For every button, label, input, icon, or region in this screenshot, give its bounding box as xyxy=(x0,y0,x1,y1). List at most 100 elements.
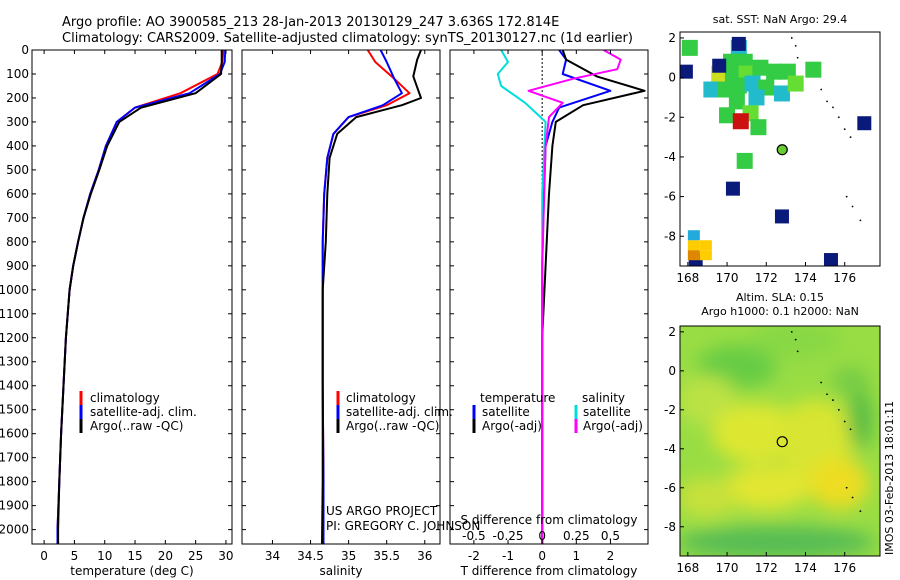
legend-label-t-satellite: satellite xyxy=(482,405,530,419)
x-tick-label: 1 xyxy=(572,549,580,563)
sla-blob xyxy=(775,399,856,480)
y-tick-label: 800 xyxy=(6,235,29,249)
sla-map-title-1: Altim. SLA: 0.15 xyxy=(736,291,824,304)
temperature-axes: 0100200300400500600700800900100011001200… xyxy=(0,43,234,563)
island-mark xyxy=(832,399,834,401)
series-line-1 xyxy=(321,50,403,544)
y-tick-label: -6 xyxy=(664,190,676,204)
island-mark xyxy=(794,338,797,341)
argo-position-marker xyxy=(776,144,788,156)
timestamp: IMOS 03-Feb-2013 18:01:11 xyxy=(883,401,896,555)
island-mark xyxy=(859,510,862,513)
sst-cell xyxy=(736,152,753,169)
series-line-0 xyxy=(321,50,411,544)
project-name: US ARGO PROJECT xyxy=(326,504,438,518)
sst-cell-dark xyxy=(680,64,693,79)
x-tick-label: 0 xyxy=(538,549,546,563)
header-line-2: Climatology: CARS2009. Satellite-adjuste… xyxy=(62,31,633,46)
sst-cell-dark xyxy=(823,253,838,266)
y-tick-label: 1200 xyxy=(0,331,29,345)
temperature-xlabel: temperature (deg C) xyxy=(70,564,193,578)
argo-position-marker xyxy=(776,436,788,448)
y-tick-label: -8 xyxy=(664,229,676,243)
sla-blob xyxy=(680,477,738,518)
series-line-2 xyxy=(496,50,547,544)
legend-label-satellite: satellite-adj. clim. xyxy=(346,405,453,419)
series-line-1 xyxy=(56,50,227,544)
y-tick-label: 1000 xyxy=(0,283,29,297)
series-line-3 xyxy=(527,50,622,544)
salinity-xlabel: salinity xyxy=(319,564,362,578)
legend-label-climatology: climatology xyxy=(90,391,160,405)
island-mark xyxy=(845,195,848,198)
sst-cells xyxy=(680,36,872,266)
y-tick-label: 0 xyxy=(668,71,676,85)
y-tick-label: 2000 xyxy=(0,523,29,537)
sst-cell-dark xyxy=(774,209,789,224)
sst-cell-dark xyxy=(712,58,727,73)
x-tick-label: 0 xyxy=(40,549,48,563)
island-mark xyxy=(859,219,862,222)
series-line-1 xyxy=(541,50,646,544)
x-tick-label: 35.5 xyxy=(373,549,400,563)
legend-label-s-argo: Argo(-adj) xyxy=(583,419,643,433)
sst-cell xyxy=(750,119,767,136)
island-mark xyxy=(790,330,793,333)
y-tick-label: 1700 xyxy=(0,451,29,465)
sst-corner-cell xyxy=(687,250,700,261)
sst-cell-dark xyxy=(725,181,740,196)
sst-corner-cell xyxy=(687,240,700,251)
y-tick-label: 400 xyxy=(6,139,29,153)
x-tick-label: 36 xyxy=(417,549,432,563)
island-mark xyxy=(796,56,799,59)
island-mark xyxy=(832,106,834,109)
s-tick-label: -0.25 xyxy=(493,529,524,543)
island-mark xyxy=(843,128,846,131)
legend-label-t-argo: Argo(-adj) xyxy=(482,419,542,433)
x-tick-label: 5 xyxy=(71,549,79,563)
x-tick-label: 25 xyxy=(188,549,203,563)
header-line-1: Argo profile: AO 3900585_213 28-Jan-2013… xyxy=(62,15,559,30)
x-tick-label: 170 xyxy=(716,271,739,285)
legend-label-argo: Argo(..raw -QC) xyxy=(90,419,183,433)
y-tick-label: 100 xyxy=(6,67,29,81)
y-tick-label: -2 xyxy=(664,403,676,417)
island-mark xyxy=(851,496,854,499)
difference-xlabel-top: S difference from climatology xyxy=(461,513,638,527)
x-tick-label: 174 xyxy=(794,561,817,575)
island-mark xyxy=(849,428,852,431)
x-tick-label: 172 xyxy=(755,271,778,285)
sla-blob xyxy=(848,389,873,450)
series-line-2 xyxy=(57,50,223,544)
sst-cell xyxy=(681,39,698,56)
difference-panel xyxy=(496,50,646,544)
sst-map-title: sat. SST: NaN Argo: 29.4 xyxy=(713,13,847,26)
x-tick-label: 176 xyxy=(833,271,856,285)
x-tick-label: 168 xyxy=(676,561,699,575)
y-tick-label: 700 xyxy=(6,211,29,225)
sst-cell xyxy=(703,81,720,98)
island-mark xyxy=(826,100,828,103)
island-mark xyxy=(790,37,793,39)
difference-legend: temperature salinity satellite Argo(-adj… xyxy=(472,391,643,433)
sla-field xyxy=(680,326,880,556)
sst-cell xyxy=(732,113,749,130)
sla-blob xyxy=(750,326,841,360)
sla-blob xyxy=(830,366,871,395)
salinity-legend: climatology satellite-adj. clim. Argo(..… xyxy=(336,391,453,433)
y-tick-label: 1400 xyxy=(0,379,29,393)
y-tick-label: -6 xyxy=(664,481,676,495)
island-mark xyxy=(849,136,852,139)
island-mark xyxy=(845,486,848,489)
sla-blob xyxy=(680,375,738,426)
legend-label-climatology: climatology xyxy=(346,391,416,405)
series-line-0 xyxy=(541,50,612,544)
difference-axes: -2 -1 0 1 2 -0.5 -0.25 0 0.25 0.5 xyxy=(449,49,649,563)
legend-title-temperature: temperature xyxy=(480,391,555,405)
sst-cell-dark xyxy=(731,36,746,51)
island-mark xyxy=(794,44,797,47)
y-tick-label: 1100 xyxy=(0,307,29,321)
sla-blob xyxy=(721,465,812,510)
x-tick-label: 34.5 xyxy=(297,549,324,563)
